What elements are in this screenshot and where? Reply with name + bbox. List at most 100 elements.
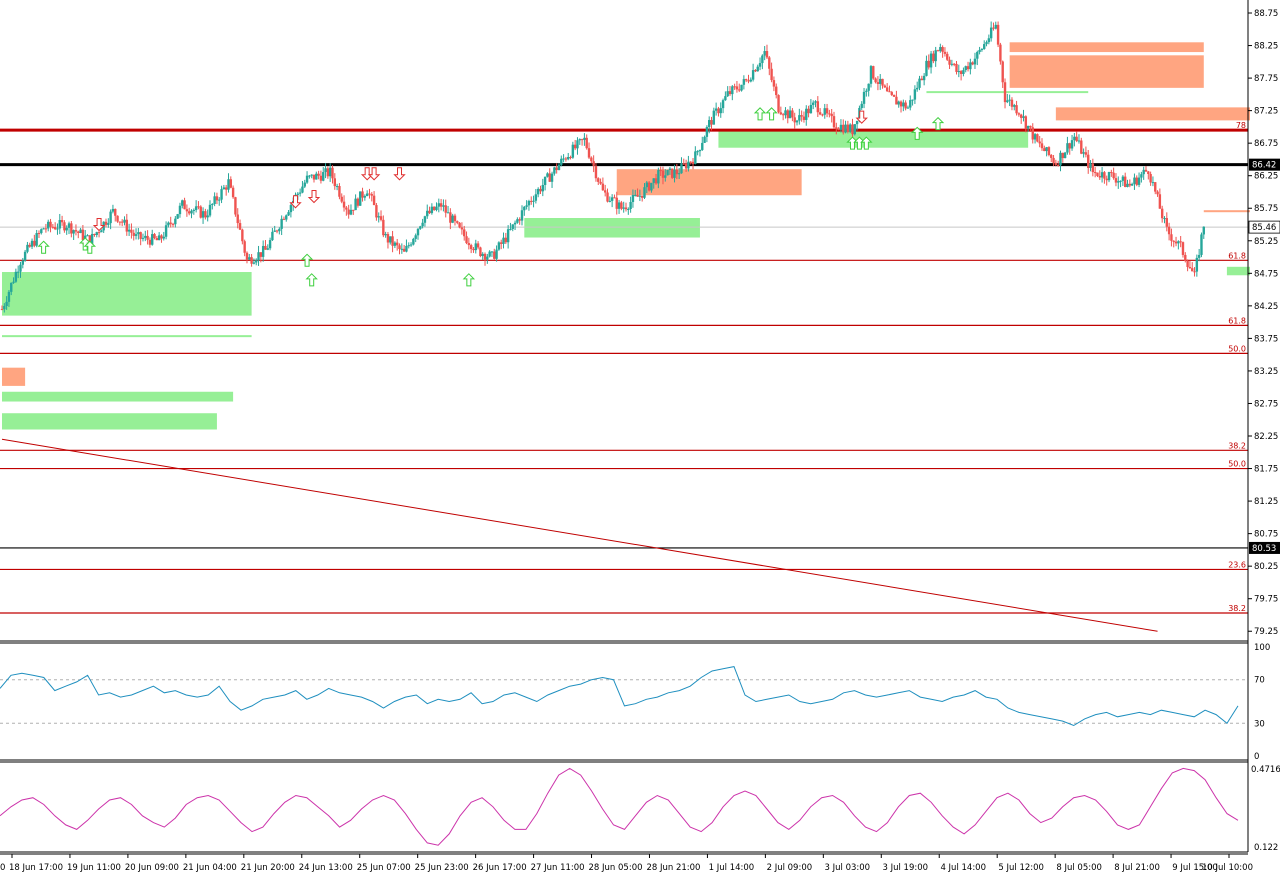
candle-body [407, 245, 410, 247]
candle-body [738, 89, 741, 91]
candle-body [710, 120, 713, 125]
candle-body [587, 148, 591, 158]
candle-body [361, 191, 364, 198]
candle-body [1022, 116, 1025, 118]
candle-body [865, 90, 868, 92]
candle-body [111, 208, 115, 212]
candle-body [416, 228, 420, 236]
candle-body [437, 203, 440, 207]
candle-body [190, 210, 193, 214]
candle-body [520, 210, 524, 221]
candle-body [280, 218, 283, 229]
line-price-box [1249, 541, 1280, 554]
time-tick-label: 0 [0, 863, 5, 873]
candle-body [1191, 268, 1194, 272]
candle-body [511, 224, 514, 229]
candle-body [543, 176, 547, 186]
candle-body [1013, 105, 1016, 107]
candle-body [527, 200, 531, 206]
candle-body [772, 80, 776, 87]
candle-body [703, 136, 706, 143]
candle-body [10, 282, 13, 292]
candle-body [130, 229, 133, 233]
candle-body [916, 87, 919, 90]
candle-body [308, 175, 311, 177]
candle-body [606, 192, 609, 202]
candle-body [818, 112, 822, 115]
candle-body [788, 110, 792, 119]
candle-body [335, 186, 339, 188]
candle-body [63, 222, 66, 231]
candle-body [645, 182, 648, 188]
candle-body [1137, 177, 1141, 185]
candle-body [853, 124, 856, 135]
candle-body [881, 78, 884, 86]
candle-body [712, 110, 716, 125]
candle-body [1188, 266, 1192, 269]
candle-body [684, 163, 688, 169]
candle-body [493, 251, 496, 259]
candle-body [726, 91, 729, 97]
candle-body [268, 240, 272, 249]
time-tick-label: 21 Jun 04:00 [183, 863, 237, 873]
candle-body [500, 242, 503, 244]
candle-body [72, 230, 75, 234]
candle-body [160, 235, 163, 239]
candle-body [1066, 143, 1069, 153]
candle-body [194, 206, 198, 210]
candle-body [652, 178, 655, 183]
candle-body [1135, 177, 1138, 185]
candle-body [576, 140, 579, 149]
candle-body [983, 44, 986, 49]
candle-body [936, 50, 940, 52]
osc-tick-label: 0.122 [1254, 843, 1278, 853]
time-tick-label: 25 Jun 07:00 [357, 863, 411, 873]
candle-body [927, 60, 930, 68]
candle-body [842, 124, 845, 133]
candle-body [943, 51, 947, 54]
candle-body [472, 249, 475, 251]
candle-body [261, 245, 265, 257]
candle-body [932, 53, 935, 62]
candle-body [1077, 140, 1081, 142]
candle-body [682, 163, 685, 165]
candle-body [1091, 163, 1095, 173]
candle-body [1130, 183, 1134, 186]
candle-body [562, 158, 565, 160]
price-tick-label: 86.25 [1254, 172, 1278, 182]
candle-body [423, 216, 427, 223]
candle-body [513, 222, 517, 225]
candle-body [504, 237, 508, 243]
price-tick-label: 80.25 [1254, 562, 1278, 572]
candle-body [675, 169, 679, 175]
candle-body [317, 173, 320, 176]
candle-body [666, 169, 669, 176]
up-arrow-icon [931, 116, 945, 131]
candle-body [980, 48, 984, 50]
candle-body [315, 173, 318, 180]
candle-body [770, 68, 773, 81]
candle-body [1179, 241, 1182, 243]
zones-layer [2, 42, 1250, 430]
price-tick-label: 82.25 [1254, 432, 1278, 442]
candle-body [1163, 218, 1166, 220]
candle-body [1107, 172, 1111, 181]
candle-body [363, 196, 367, 198]
up-arrow-icon [462, 273, 476, 287]
candle-body [463, 229, 466, 237]
up-arrow-icon [37, 240, 50, 254]
candle-body [816, 101, 820, 113]
candle-body [481, 253, 484, 257]
price-tick-label: 88.75 [1254, 9, 1278, 19]
candle-body [791, 110, 794, 118]
candle-body [79, 229, 82, 234]
price-tick-label: 86.75 [1254, 139, 1278, 149]
candle-body [303, 182, 306, 187]
candle-body [241, 229, 244, 242]
candle-body [664, 175, 667, 178]
candle-body [1040, 143, 1044, 149]
candle-body [689, 161, 692, 163]
candle-body [550, 173, 554, 182]
candle-body [451, 215, 454, 223]
